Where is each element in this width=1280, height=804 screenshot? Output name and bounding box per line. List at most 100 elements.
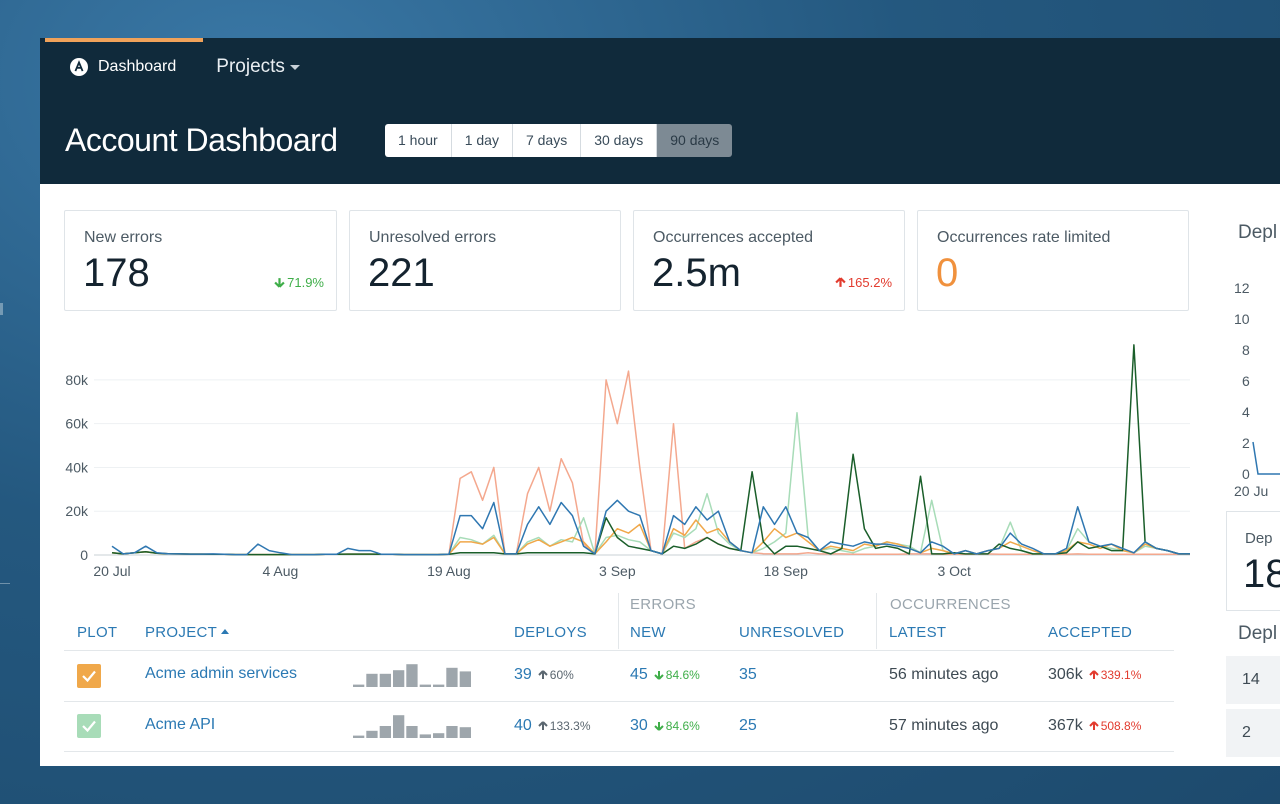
projects-label: Projects xyxy=(216,56,285,77)
check-icon xyxy=(82,720,96,733)
arrow-up-icon xyxy=(1088,721,1099,730)
deploys-cell: 39 60% xyxy=(514,666,574,684)
errors-group-header: ERRORS xyxy=(630,596,696,613)
project-link[interactable]: Acme API xyxy=(145,716,216,733)
range-1-hour-button[interactable]: 1 hour xyxy=(385,124,452,157)
plot-column-header[interactable]: PLOT xyxy=(77,624,118,641)
range-30-days-button[interactable]: 30 days xyxy=(581,124,658,157)
time-range-selector: 1 hour 1 day 7 days 30 days 90 days xyxy=(385,124,733,157)
sparkline-bar xyxy=(446,726,458,738)
y-tick-label: 40k xyxy=(65,459,89,475)
unresolved-count-link[interactable]: 25 xyxy=(739,717,757,734)
column-separator xyxy=(876,593,877,649)
page-title: Account Dashboard xyxy=(65,122,338,158)
trend-up-indicator: 165.2% xyxy=(835,275,892,290)
deploys-count-link[interactable]: 39 xyxy=(514,666,532,683)
card-value: 0 xyxy=(936,251,959,295)
sparkline-bar xyxy=(393,715,405,738)
projects-dropdown[interactable]: Projects xyxy=(216,56,300,78)
project-column-header[interactable]: PROJECT xyxy=(145,624,230,641)
y-tick-label: 0 xyxy=(80,547,88,563)
deploys-panel-title: Depl xyxy=(1238,222,1278,243)
unresolved-column-header[interactable]: UNRESOLVED xyxy=(739,624,845,641)
latest-column-header[interactable]: LATEST xyxy=(889,624,947,641)
sparkline-bar xyxy=(419,734,431,738)
accepted-trend: 339.1% xyxy=(1088,668,1141,682)
arrow-down-icon xyxy=(654,722,664,731)
occurrences-rate-limited-card[interactable]: Occurrences rate limited 0 xyxy=(917,210,1189,311)
unresolved-count-link[interactable]: 35 xyxy=(739,666,757,683)
deploy-count-cell: 14 xyxy=(1226,656,1280,704)
chevron-down-icon xyxy=(289,64,300,70)
sparkline-bar xyxy=(433,684,445,687)
dashboard-nav-link[interactable]: Dashboard xyxy=(70,58,176,76)
deploy-count-cell: 2 xyxy=(1226,709,1280,757)
new-errors-card[interactable]: New errors 178 71.9% xyxy=(64,210,337,311)
column-separator xyxy=(618,593,619,649)
accepted-cell: 367k 508.8% xyxy=(1048,717,1141,735)
accepted-trend-value: 508.8% xyxy=(1100,719,1142,733)
errors-line-chart: 0 20k 40k 60k 80k 20 Jul 4 Aug 19 Aug 3 Sep 18 Se… xyxy=(65,344,1190,579)
range-7-days-button[interactable]: 7 days xyxy=(512,124,582,157)
side-axis-tick: 12 xyxy=(1234,280,1250,296)
card-value: 18 xyxy=(1243,552,1280,596)
y-tick-label: 60k xyxy=(65,416,89,432)
dashboard-window: Dashboard Projects Account Dashboard 1 h… xyxy=(40,38,1280,766)
side-axis-tick: 4 xyxy=(1242,404,1250,420)
card-value: 221 xyxy=(368,251,435,295)
deploys-summary-card[interactable]: Dep 18 xyxy=(1226,511,1280,611)
dashboard-nav-label: Dashboard xyxy=(98,58,177,75)
x-tick-label: 19 Aug xyxy=(427,563,471,579)
new-column-header[interactable]: NEW xyxy=(630,624,666,641)
card-value: 2.5m xyxy=(652,251,741,295)
series-line xyxy=(111,499,1190,556)
range-1-day-button[interactable]: 1 day xyxy=(451,124,513,157)
plot-checkbox[interactable] xyxy=(77,664,101,688)
deploys-column-header[interactable]: DEPLOYS xyxy=(514,624,587,641)
background-line xyxy=(0,583,10,584)
arrow-up-icon xyxy=(538,670,548,679)
side-axis-tick: 0 xyxy=(1242,466,1250,482)
project-link[interactable]: Acme admin services xyxy=(145,665,298,682)
side-axis-tick: 10 xyxy=(1234,311,1250,327)
occurrences-accepted-card[interactable]: Occurrences accepted 2.5m 165.2% xyxy=(633,210,905,311)
card-label: Dep xyxy=(1245,530,1273,547)
new-errors-cell: 45 84.6% xyxy=(630,666,700,684)
deploys-trend-value: 133.3% xyxy=(549,719,591,733)
x-tick-label: 20 Jul xyxy=(93,563,130,579)
sparkline-bar xyxy=(446,667,458,687)
new-errors-cell: 30 84.6% xyxy=(630,717,700,735)
new-trend: 84.6% xyxy=(654,668,700,682)
new-count-link[interactable]: 45 xyxy=(630,666,648,683)
sort-asc-icon xyxy=(221,629,230,634)
range-90-days-button[interactable]: 90 days xyxy=(657,124,733,157)
accepted-column-header[interactable]: ACCEPTED xyxy=(1048,624,1133,641)
deploys-list-title: Depl xyxy=(1238,623,1278,644)
deploys-trend-value: 60% xyxy=(549,668,574,682)
occurrences-group-header: OCCURRENCES xyxy=(890,596,1011,613)
sparkline-bar xyxy=(393,670,405,687)
series-line xyxy=(111,370,1190,556)
top-navbar: Dashboard Projects Account Dashboard 1 h… xyxy=(40,38,1280,184)
deploy-sparkline xyxy=(353,664,471,687)
table-row-divider xyxy=(64,701,1174,702)
unresolved-errors-card[interactable]: Unresolved errors 221 xyxy=(349,210,621,311)
check-icon xyxy=(82,670,96,683)
sparkline-bar xyxy=(379,726,391,738)
latest-occurrence-cell: 56 minutes ago xyxy=(889,666,999,683)
plot-checkbox[interactable] xyxy=(77,714,101,738)
sparkline-bar xyxy=(459,671,471,687)
deploys-count-link[interactable]: 40 xyxy=(514,717,532,734)
sparkline-bar xyxy=(379,673,391,687)
card-label: Occurrences accepted xyxy=(653,229,814,246)
deploys-trend: 133.3% xyxy=(538,719,591,733)
side-axis-label: 20 Ju xyxy=(1234,483,1269,499)
new-trend-value: 84.6% xyxy=(665,719,700,733)
accepted-cell: 306k 339.1% xyxy=(1048,666,1141,684)
rollbar-logo-icon xyxy=(70,58,88,76)
arrow-down-icon xyxy=(654,671,664,680)
new-count-link[interactable]: 30 xyxy=(630,717,648,734)
arrow-down-icon xyxy=(274,278,285,288)
sparkline-bar xyxy=(406,726,418,738)
sparkline-bar xyxy=(459,727,471,738)
